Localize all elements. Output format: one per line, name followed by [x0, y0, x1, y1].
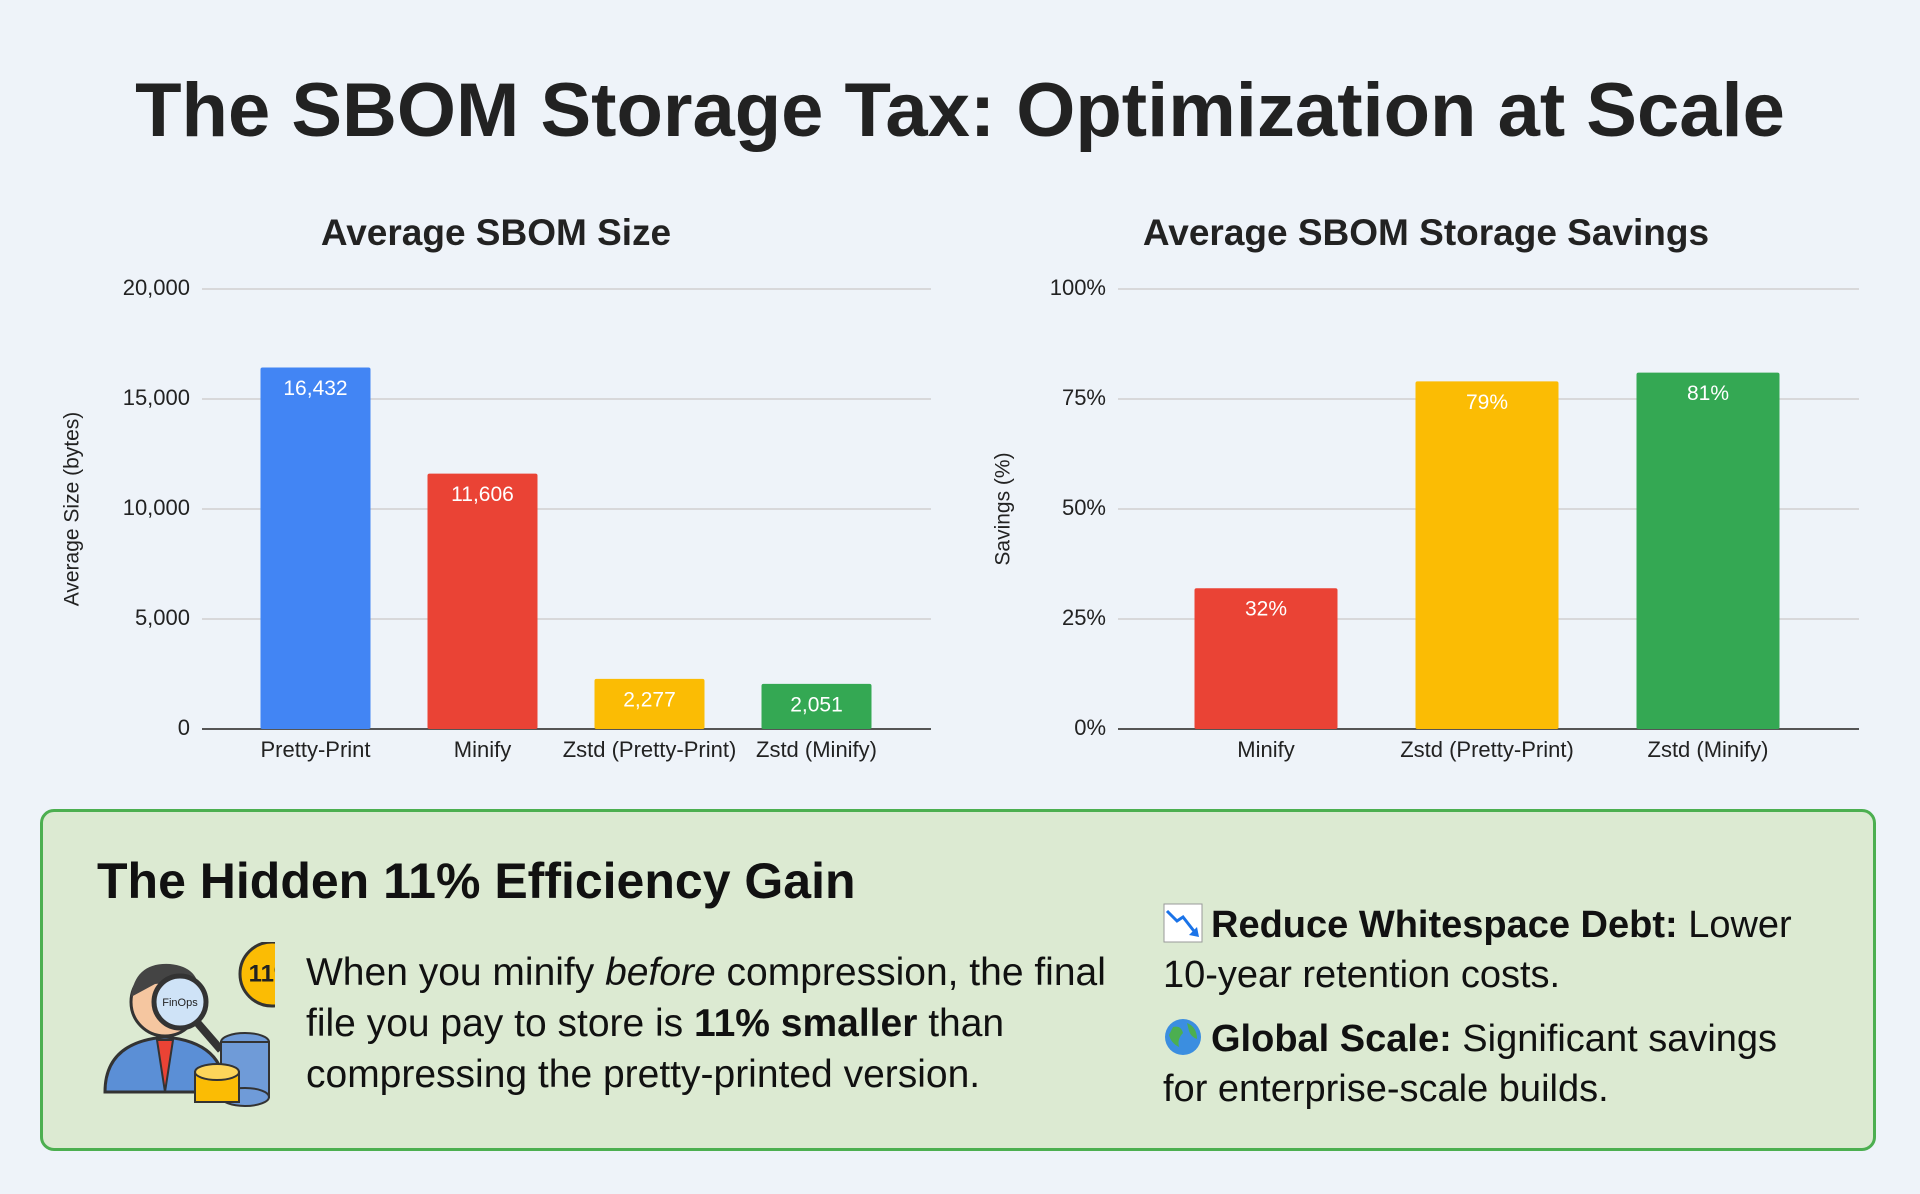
- y-tick-label: 0: [178, 715, 190, 740]
- badge: 11%: [249, 960, 275, 987]
- x-tick-label: Zstd (Pretty-Print): [1400, 737, 1574, 762]
- y-tick-label: 50%: [1062, 495, 1106, 520]
- bar: [594, 678, 705, 729]
- callout-title: The Hidden 11% Efficiency Gain: [97, 853, 856, 909]
- x-tick-label: Pretty-Print: [260, 737, 370, 762]
- value-label: 11,606: [451, 483, 514, 506]
- bullet: Reduce Whitespace Debt: Lower 10-year re…: [1163, 900, 1823, 1000]
- trend-icon: [1163, 903, 1203, 943]
- body-text: than compressing the pretty-printed vers…: [306, 1002, 1005, 1096]
- value-label: 16,432: [283, 377, 347, 400]
- callout-body: When you minify before compression, the …: [306, 947, 1106, 1100]
- chart-title: Average SBOM Storage Savings: [1143, 212, 1709, 253]
- lens-text: FinOps: [162, 997, 198, 1009]
- bullet-label: Reduce Whitespace Debt:: [1211, 904, 1678, 946]
- bullet-list: Reduce Whitespace Debt: Lower 10-year re…: [1163, 900, 1823, 1128]
- bar: [761, 683, 872, 729]
- chart: The SBOM Storage Tax: Optimization at Sc…: [61, 68, 1859, 762]
- y-tick-label: 5,000: [135, 605, 190, 630]
- y-axis-label: Average Size (bytes): [61, 412, 84, 607]
- bar: [1194, 588, 1338, 729]
- x-tick-label: Zstd (Minify): [1648, 737, 1769, 762]
- y-tick-label: 15,000: [123, 385, 190, 410]
- y-tick-label: 25%: [1062, 605, 1106, 630]
- callout: The Hidden 11% Efficiency Gain 11% FinOp…: [40, 809, 1876, 1151]
- y-tick-label: 0%: [1074, 715, 1106, 740]
- x-tick-label: Minify: [454, 737, 511, 762]
- bullet-text: Lower 10-year retention costs.: [1163, 904, 1792, 996]
- bullet-text: Significant savings for enterprise-scale…: [1163, 1018, 1778, 1110]
- value-label: 79%: [1466, 391, 1508, 414]
- y-axis-label: Savings (%): [992, 452, 1015, 565]
- illustration: 11% FinOps: [103, 942, 275, 1107]
- body-text: compression, the final file you pay to s…: [306, 951, 1106, 1045]
- x-tick-label: Minify: [1237, 737, 1294, 762]
- body-strong: 11% smaller: [694, 1002, 918, 1045]
- x-tick-label: Zstd (Minify): [756, 737, 877, 762]
- bar: [1415, 381, 1559, 729]
- value-label: 81%: [1687, 382, 1729, 405]
- y-tick-label: 10,000: [123, 495, 190, 520]
- value-label: 32%: [1245, 598, 1287, 621]
- bar: [1636, 372, 1780, 729]
- bar: [260, 367, 371, 729]
- globe-icon: [1165, 1019, 1201, 1055]
- value-label: 2,051: [790, 693, 843, 716]
- x-tick-label: Zstd (Pretty-Print): [563, 737, 737, 762]
- page-title: The SBOM Storage Tax: Optimization at Sc…: [135, 68, 1785, 153]
- bullet: Global Scale: Significant savings for en…: [1163, 1014, 1823, 1114]
- bar: [427, 473, 538, 729]
- body-emphasis: before: [605, 951, 716, 994]
- y-tick-label: 20,000: [123, 275, 190, 300]
- body-text: When you minify: [306, 951, 606, 994]
- y-tick-label: 75%: [1062, 385, 1106, 410]
- y-tick-label: 100%: [1050, 275, 1106, 300]
- chart-title: Average SBOM Size: [321, 212, 671, 253]
- value-label: 2,277: [623, 688, 676, 711]
- bullet-label: Global Scale:: [1211, 1018, 1452, 1060]
